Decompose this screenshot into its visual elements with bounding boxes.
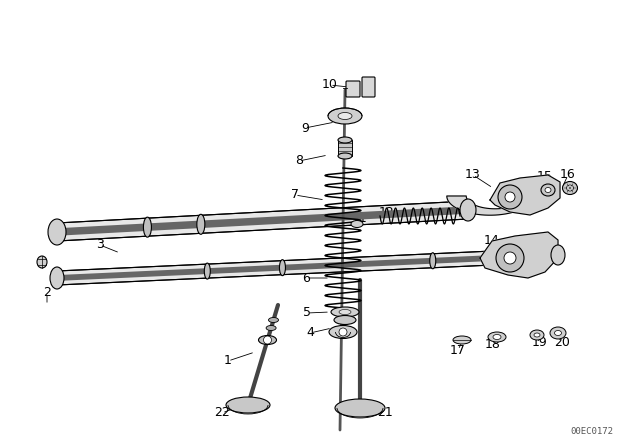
Circle shape: [339, 328, 347, 336]
Text: 13: 13: [465, 168, 481, 181]
Ellipse shape: [429, 253, 436, 269]
Text: 17: 17: [450, 344, 466, 357]
Ellipse shape: [488, 332, 506, 342]
Ellipse shape: [197, 214, 205, 234]
Ellipse shape: [338, 112, 352, 120]
Ellipse shape: [335, 399, 385, 417]
Ellipse shape: [554, 331, 561, 336]
Ellipse shape: [563, 181, 577, 194]
Ellipse shape: [351, 220, 363, 228]
Circle shape: [505, 192, 515, 202]
Text: 8: 8: [295, 155, 303, 168]
Polygon shape: [480, 232, 558, 278]
Text: 15: 15: [537, 171, 553, 184]
Polygon shape: [56, 201, 468, 241]
Text: 2: 2: [43, 287, 51, 300]
Ellipse shape: [143, 217, 152, 237]
Text: 12: 12: [379, 207, 395, 220]
Ellipse shape: [338, 153, 352, 159]
Text: 4: 4: [306, 327, 314, 340]
Ellipse shape: [328, 108, 362, 124]
Ellipse shape: [460, 199, 476, 221]
Ellipse shape: [534, 333, 540, 337]
Ellipse shape: [545, 188, 551, 193]
Text: 9: 9: [301, 121, 309, 134]
Ellipse shape: [453, 336, 471, 344]
Ellipse shape: [259, 336, 276, 345]
Text: 14: 14: [484, 233, 500, 246]
Text: 00EC0172: 00EC0172: [570, 427, 614, 436]
Ellipse shape: [550, 327, 566, 339]
Text: 22: 22: [214, 406, 230, 419]
Text: 11: 11: [352, 211, 368, 224]
Text: 3: 3: [96, 238, 104, 251]
Ellipse shape: [329, 326, 357, 339]
Text: 16: 16: [560, 168, 576, 181]
Circle shape: [264, 336, 271, 344]
Circle shape: [504, 252, 516, 264]
Circle shape: [498, 185, 522, 209]
Ellipse shape: [338, 137, 352, 143]
Ellipse shape: [37, 256, 47, 268]
Text: 21: 21: [377, 406, 393, 419]
Circle shape: [496, 244, 524, 272]
Polygon shape: [57, 248, 558, 285]
Text: 10: 10: [322, 78, 338, 91]
FancyBboxPatch shape: [338, 140, 352, 156]
Ellipse shape: [266, 326, 276, 331]
Ellipse shape: [493, 335, 501, 340]
Ellipse shape: [226, 397, 270, 413]
Ellipse shape: [541, 184, 555, 196]
FancyBboxPatch shape: [346, 81, 360, 97]
Ellipse shape: [48, 219, 66, 245]
Ellipse shape: [331, 307, 359, 317]
Ellipse shape: [280, 260, 285, 276]
Text: 19: 19: [532, 336, 548, 349]
Ellipse shape: [530, 330, 544, 340]
Text: 5: 5: [303, 306, 311, 319]
Ellipse shape: [269, 318, 278, 323]
Ellipse shape: [334, 315, 356, 324]
Text: 18: 18: [485, 339, 501, 352]
Text: 7: 7: [291, 189, 299, 202]
Polygon shape: [490, 175, 560, 215]
Text: 1: 1: [224, 354, 232, 367]
Text: 20: 20: [554, 336, 570, 349]
FancyBboxPatch shape: [362, 77, 375, 97]
Polygon shape: [447, 196, 533, 215]
Ellipse shape: [551, 245, 565, 265]
Text: 6: 6: [302, 271, 310, 284]
Ellipse shape: [204, 263, 211, 279]
Ellipse shape: [50, 267, 64, 289]
Ellipse shape: [566, 185, 573, 191]
Ellipse shape: [339, 310, 351, 314]
